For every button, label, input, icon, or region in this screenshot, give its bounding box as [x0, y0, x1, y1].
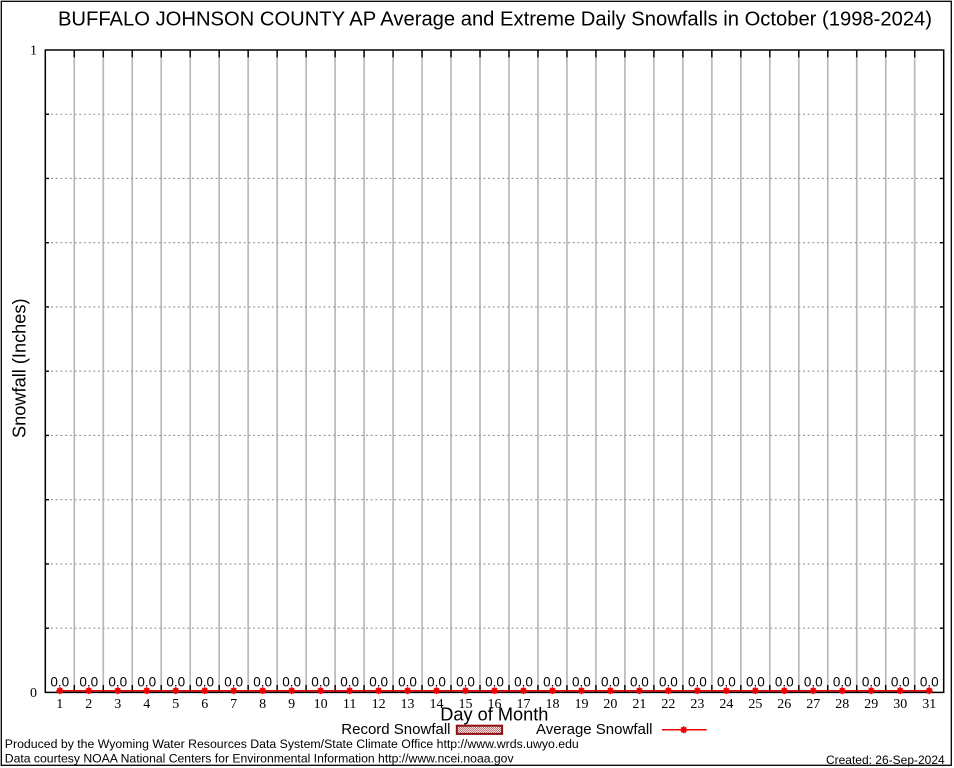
svg-text:9: 9	[288, 697, 295, 712]
svg-text:11: 11	[343, 697, 356, 712]
svg-text:Average Snowfall: Average Snowfall	[536, 721, 652, 738]
svg-text:0.0: 0.0	[543, 675, 562, 690]
svg-text:7: 7	[230, 697, 237, 712]
svg-text:18: 18	[545, 697, 559, 712]
svg-text:Created: 26-Sep-2024: Created: 26-Sep-2024	[826, 753, 945, 767]
svg-text:0.0: 0.0	[891, 675, 910, 690]
svg-text:0.0: 0.0	[253, 675, 272, 690]
svg-text:2: 2	[85, 697, 92, 712]
svg-text:0.0: 0.0	[601, 675, 620, 690]
svg-text:0.0: 0.0	[659, 675, 678, 690]
svg-text:0.0: 0.0	[427, 675, 446, 690]
svg-text:0.0: 0.0	[630, 675, 649, 690]
svg-text:0.0: 0.0	[485, 675, 504, 690]
svg-text:15: 15	[459, 697, 473, 712]
svg-text:1: 1	[56, 697, 63, 712]
svg-text:19: 19	[574, 697, 588, 712]
svg-text:0.0: 0.0	[369, 675, 388, 690]
svg-text:0.0: 0.0	[862, 675, 881, 690]
svg-text:0.0: 0.0	[50, 675, 69, 690]
svg-text:Day of Month: Day of Month	[440, 704, 548, 724]
svg-text:0.0: 0.0	[108, 675, 127, 690]
svg-text:25: 25	[748, 697, 762, 712]
svg-text:30: 30	[893, 697, 907, 712]
svg-text:0.0: 0.0	[195, 675, 214, 690]
svg-text:0.0: 0.0	[340, 675, 359, 690]
svg-text:31: 31	[922, 697, 936, 712]
svg-text:BUFFALO JOHNSON COUNTY AP Aver: BUFFALO JOHNSON COUNTY AP Average and Ex…	[58, 9, 932, 31]
svg-text:0.0: 0.0	[920, 675, 939, 690]
svg-text:22: 22	[661, 697, 675, 712]
svg-text:29: 29	[864, 697, 878, 712]
svg-text:1: 1	[30, 44, 37, 59]
svg-text:4: 4	[143, 697, 150, 712]
svg-text:0.0: 0.0	[688, 675, 707, 690]
svg-text:0: 0	[30, 686, 37, 701]
svg-text:16: 16	[488, 697, 502, 712]
svg-text:Snowfall (Inches): Snowfall (Inches)	[10, 298, 30, 438]
svg-text:0.0: 0.0	[804, 675, 823, 690]
svg-text:0.0: 0.0	[224, 675, 243, 690]
svg-text:27: 27	[806, 697, 820, 712]
svg-text:0.0: 0.0	[137, 675, 156, 690]
svg-text:6: 6	[201, 697, 208, 712]
svg-text:13: 13	[401, 697, 415, 712]
svg-text:0.0: 0.0	[282, 675, 301, 690]
svg-text:Record Snowfall: Record Snowfall	[341, 721, 450, 738]
svg-text:0.0: 0.0	[746, 675, 765, 690]
svg-text:14: 14	[430, 697, 444, 712]
svg-text:0.0: 0.0	[514, 675, 533, 690]
svg-text:8: 8	[259, 697, 266, 712]
svg-text:17: 17	[516, 697, 530, 712]
svg-text:0.0: 0.0	[311, 675, 330, 690]
svg-text:0.0: 0.0	[456, 675, 475, 690]
svg-text:3: 3	[114, 697, 121, 712]
svg-text:0.0: 0.0	[79, 675, 98, 690]
svg-text:Produced by the Wyoming Water: Produced by the Wyoming Water Resources …	[5, 737, 579, 751]
svg-text:0.0: 0.0	[572, 675, 591, 690]
svg-text:5: 5	[172, 697, 179, 712]
svg-text:0.0: 0.0	[398, 675, 417, 690]
svg-text:0.0: 0.0	[717, 675, 736, 690]
svg-text:21: 21	[632, 697, 646, 712]
svg-text:0.0: 0.0	[166, 675, 185, 690]
svg-text:26: 26	[777, 697, 791, 712]
svg-text:10: 10	[314, 697, 328, 712]
svg-text:20: 20	[603, 697, 617, 712]
svg-text:23: 23	[690, 697, 704, 712]
svg-text:0.0: 0.0	[775, 675, 794, 690]
svg-text:0.0: 0.0	[833, 675, 852, 690]
svg-text:24: 24	[719, 697, 733, 712]
svg-text:12: 12	[372, 697, 386, 712]
svg-text:28: 28	[835, 697, 849, 712]
svg-text:Data courtesy NOAA National Ce: Data courtesy NOAA National Centers for …	[5, 751, 515, 765]
